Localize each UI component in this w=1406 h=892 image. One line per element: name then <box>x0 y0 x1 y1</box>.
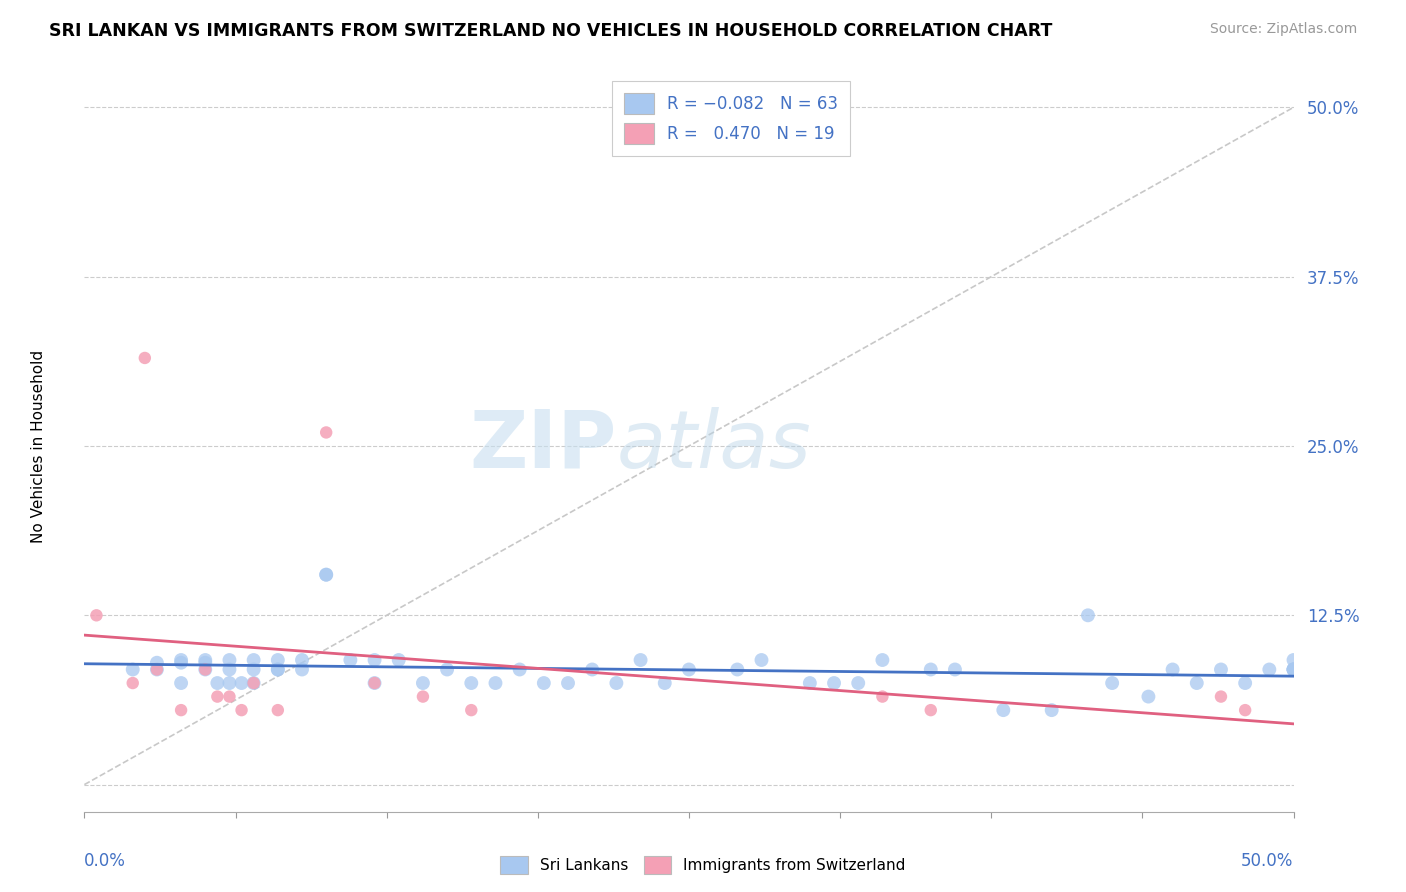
Text: ZIP: ZIP <box>470 407 616 485</box>
Point <box>509 663 531 677</box>
Point <box>121 663 143 677</box>
Point <box>207 690 229 704</box>
Point <box>267 663 290 677</box>
Point <box>1137 690 1160 704</box>
Text: atlas: atlas <box>616 407 811 485</box>
Point <box>146 656 169 670</box>
Point <box>1258 663 1281 677</box>
Point <box>388 653 411 667</box>
Point <box>242 663 264 677</box>
Point <box>86 608 108 623</box>
Point <box>1234 703 1257 717</box>
Point <box>943 663 966 677</box>
Point <box>654 676 676 690</box>
Point <box>1209 690 1232 704</box>
Point <box>678 663 700 677</box>
Point <box>170 676 193 690</box>
Point <box>846 676 869 690</box>
Point <box>1282 663 1305 677</box>
Point <box>412 690 434 704</box>
Text: No Vehicles in Household: No Vehicles in Household <box>31 350 46 542</box>
Point <box>218 663 240 677</box>
Point <box>412 676 434 690</box>
Point <box>1234 676 1257 690</box>
Point <box>363 653 385 667</box>
Text: 50.0%: 50.0% <box>1241 852 1294 870</box>
Point <box>533 676 555 690</box>
Point <box>557 676 579 690</box>
Point <box>242 676 264 690</box>
Point <box>799 676 821 690</box>
Point <box>242 653 264 667</box>
Point <box>630 653 652 667</box>
Point <box>194 663 217 677</box>
Point <box>823 676 845 690</box>
Point <box>1209 663 1232 677</box>
Point <box>1040 703 1063 717</box>
Point <box>460 676 482 690</box>
Point <box>872 653 894 667</box>
Point <box>1282 653 1305 667</box>
Text: 0.0%: 0.0% <box>84 852 127 870</box>
Point <box>920 703 942 717</box>
Point <box>1101 676 1123 690</box>
Text: SRI LANKAN VS IMMIGRANTS FROM SWITZERLAND NO VEHICLES IN HOUSEHOLD CORRELATION C: SRI LANKAN VS IMMIGRANTS FROM SWITZERLAN… <box>49 22 1053 40</box>
Point <box>291 653 314 667</box>
Legend: R = −0.082   N = 63, R =   0.470   N = 19: R = −0.082 N = 63, R = 0.470 N = 19 <box>613 81 851 156</box>
Text: Source: ZipAtlas.com: Source: ZipAtlas.com <box>1209 22 1357 37</box>
Point <box>484 676 506 690</box>
Point <box>920 663 942 677</box>
Point <box>993 703 1015 717</box>
Point <box>146 663 169 677</box>
Point <box>267 703 290 717</box>
Point <box>134 351 156 365</box>
Point <box>194 663 217 677</box>
Point <box>170 703 193 717</box>
Point <box>315 567 337 582</box>
Point <box>1282 663 1305 677</box>
Point <box>194 656 217 670</box>
Point <box>121 676 143 690</box>
Point <box>363 676 385 690</box>
Point <box>1185 676 1208 690</box>
Point <box>436 663 458 677</box>
Point <box>267 663 290 677</box>
Point <box>460 703 482 717</box>
Point <box>170 656 193 670</box>
Point <box>218 676 240 690</box>
Point <box>581 663 603 677</box>
Point <box>146 663 169 677</box>
Point <box>1077 608 1099 623</box>
Point <box>315 425 337 440</box>
Point <box>1161 663 1184 677</box>
Point <box>1282 663 1305 677</box>
Point <box>605 676 627 690</box>
Point <box>751 653 773 667</box>
Legend: Sri Lankans, Immigrants from Switzerland: Sri Lankans, Immigrants from Switzerland <box>494 850 912 880</box>
Point <box>363 676 385 690</box>
Point <box>725 663 748 677</box>
Point <box>315 567 337 582</box>
Point <box>194 653 217 667</box>
Point <box>267 653 290 667</box>
Point <box>291 663 314 677</box>
Point <box>207 676 229 690</box>
Point <box>231 676 253 690</box>
Point <box>872 690 894 704</box>
Point <box>231 703 253 717</box>
Point <box>170 653 193 667</box>
Point <box>218 653 240 667</box>
Point <box>1282 663 1305 677</box>
Point <box>339 653 361 667</box>
Point <box>242 676 264 690</box>
Point <box>218 690 240 704</box>
